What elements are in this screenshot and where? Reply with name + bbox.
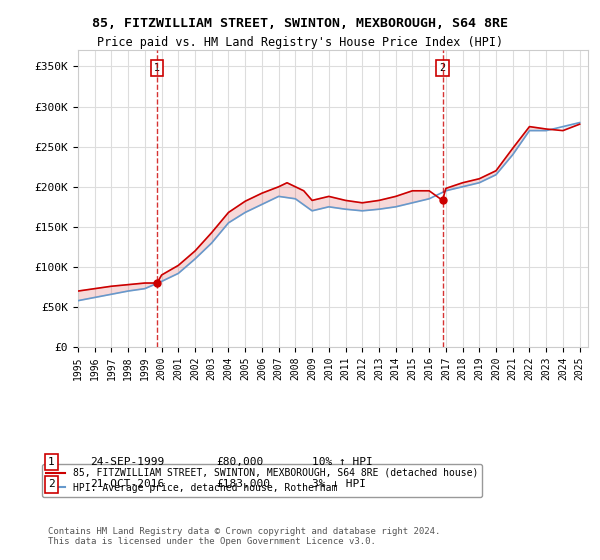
Text: 21-OCT-2016: 21-OCT-2016 bbox=[90, 479, 164, 489]
Text: Contains HM Land Registry data © Crown copyright and database right 2024.
This d: Contains HM Land Registry data © Crown c… bbox=[48, 526, 440, 546]
Text: 85, FITZWILLIAM STREET, SWINTON, MEXBOROUGH, S64 8RE: 85, FITZWILLIAM STREET, SWINTON, MEXBORO… bbox=[92, 17, 508, 30]
Text: 3% ↓ HPI: 3% ↓ HPI bbox=[312, 479, 366, 489]
Text: 10% ↑ HPI: 10% ↑ HPI bbox=[312, 457, 373, 467]
Text: 1: 1 bbox=[154, 63, 160, 73]
Text: 2: 2 bbox=[439, 63, 446, 73]
Text: Price paid vs. HM Land Registry's House Price Index (HPI): Price paid vs. HM Land Registry's House … bbox=[97, 36, 503, 49]
Text: 24-SEP-1999: 24-SEP-1999 bbox=[90, 457, 164, 467]
Text: 2: 2 bbox=[48, 479, 55, 489]
Text: £183,000: £183,000 bbox=[216, 479, 270, 489]
Text: 1: 1 bbox=[48, 457, 55, 467]
Legend: 85, FITZWILLIAM STREET, SWINTON, MEXBOROUGH, S64 8RE (detached house), HPI: Aver: 85, FITZWILLIAM STREET, SWINTON, MEXBORO… bbox=[42, 464, 482, 497]
Text: £80,000: £80,000 bbox=[216, 457, 263, 467]
